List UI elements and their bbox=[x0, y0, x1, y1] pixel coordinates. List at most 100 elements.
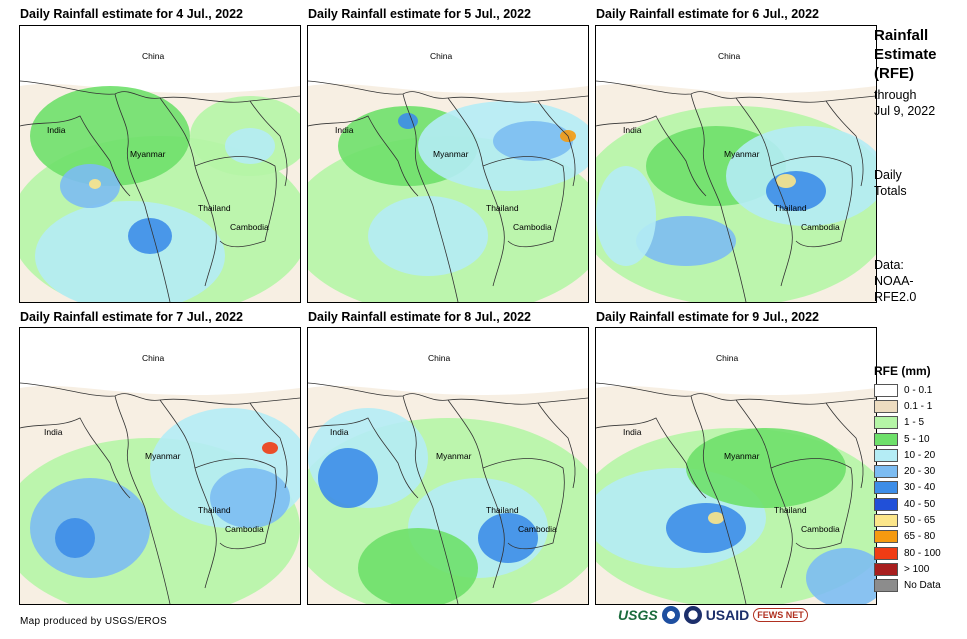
legend-label: 5 - 10 bbox=[904, 433, 930, 445]
rainfall-cell bbox=[262, 442, 278, 454]
rainfall-cell bbox=[636, 216, 736, 266]
country-label-china: China bbox=[718, 51, 741, 61]
legend-swatch bbox=[874, 399, 898, 413]
rainfall-cell bbox=[776, 174, 796, 188]
country-border bbox=[308, 115, 419, 197]
legend-label: 20 - 30 bbox=[904, 466, 936, 478]
legend-item: 50 - 65 bbox=[874, 512, 941, 528]
panel-title-jul5: Daily Rainfall estimate for 5 Jul., 2022 bbox=[308, 7, 532, 21]
country-label-cambodia: Cambodia bbox=[230, 222, 269, 232]
legend-swatch bbox=[874, 448, 898, 462]
noaa-seal-icon bbox=[661, 606, 680, 624]
country-border bbox=[194, 156, 277, 248]
map-credit: Map produced by USGS/EROS bbox=[20, 616, 168, 627]
country-border bbox=[114, 93, 171, 302]
country-border bbox=[735, 399, 793, 589]
legend-swatch bbox=[874, 579, 898, 593]
country-label-china: China bbox=[428, 353, 451, 363]
rainfall-cell bbox=[368, 196, 488, 276]
usaid-seal-icon bbox=[683, 606, 702, 624]
panel-title-jul8: Daily Rainfall estimate for 8 Jul., 2022 bbox=[308, 310, 532, 324]
panel-title-jul4: Daily Rainfall estimate for 4 Jul., 2022 bbox=[20, 7, 244, 21]
rainfall-cell bbox=[89, 179, 101, 189]
country-label-cambodia: Cambodia bbox=[225, 524, 264, 534]
legend-swatch bbox=[874, 530, 898, 544]
country-label-thailand: Thailand bbox=[486, 203, 519, 213]
country-border bbox=[596, 115, 707, 197]
legend-item: 5 - 10 bbox=[874, 431, 941, 447]
rainfall-cell bbox=[128, 218, 172, 254]
data-source-line2: NOAA- bbox=[874, 274, 914, 288]
rainfall-cell bbox=[686, 428, 846, 508]
legend-item: 1 - 5 bbox=[874, 415, 941, 431]
product-title-line1: Rainfall bbox=[874, 27, 929, 44]
country-border bbox=[402, 395, 459, 604]
country-border bbox=[194, 458, 277, 550]
rainfall-map-jul5: China India Myanmar Thailand Cambodia bbox=[307, 25, 589, 303]
legend-item: 30 - 40 bbox=[874, 480, 941, 496]
country-label-china: China bbox=[430, 51, 453, 61]
legend-label: 40 - 50 bbox=[904, 498, 936, 510]
rainfall-cell bbox=[318, 448, 378, 508]
legend-item: > 100 bbox=[874, 561, 941, 577]
legend-title: RFE (mm) bbox=[874, 364, 931, 378]
fews-net-logo: FEWS NET bbox=[753, 608, 808, 622]
legend-item: 0 - 0.1 bbox=[874, 382, 941, 398]
rainfall-field bbox=[20, 80, 300, 302]
agency-logos: USGS USAID FEWS NET bbox=[618, 606, 808, 624]
country-label-china: China bbox=[716, 353, 739, 363]
legend-item: No Data bbox=[874, 578, 941, 594]
country-border bbox=[20, 80, 300, 103]
product-title-line3: (RFE) bbox=[874, 65, 914, 82]
rainfall-cell bbox=[478, 513, 538, 563]
country-border bbox=[447, 399, 505, 589]
legend-item: 65 - 80 bbox=[874, 529, 941, 545]
rainfall-field bbox=[308, 382, 588, 604]
legend-item: 40 - 50 bbox=[874, 496, 941, 512]
legend-swatch bbox=[874, 432, 898, 446]
through-date: through Jul 9, 2022 bbox=[874, 87, 935, 119]
rainfall-cell bbox=[225, 128, 275, 164]
country-label-india: India bbox=[335, 125, 354, 135]
country-border bbox=[159, 399, 217, 589]
rainfall-cell bbox=[806, 548, 876, 604]
legend-swatch bbox=[874, 562, 898, 576]
totals-label: Totals bbox=[874, 184, 907, 198]
country-border bbox=[159, 97, 217, 287]
legend-label: 10 - 20 bbox=[904, 449, 936, 461]
rainfall-map-jul4: China India Myanmar Thailand Cambodia bbox=[19, 25, 301, 303]
legend-item: 20 - 30 bbox=[874, 463, 941, 479]
legend-item: 80 - 100 bbox=[874, 545, 941, 561]
country-label-myanmar: Myanmar bbox=[433, 149, 469, 159]
legend-item: 0.1 - 1 bbox=[874, 398, 941, 414]
rainfall-cell bbox=[210, 468, 290, 528]
rainfall-cell bbox=[596, 166, 656, 266]
country-border bbox=[770, 156, 853, 248]
country-label-china: China bbox=[142, 353, 165, 363]
country-label-thailand: Thailand bbox=[486, 505, 519, 515]
country-label-thailand: Thailand bbox=[774, 505, 807, 515]
country-border bbox=[20, 417, 131, 499]
country-label-myanmar: Myanmar bbox=[130, 149, 166, 159]
rainfall-field bbox=[596, 80, 876, 302]
legend-label: 1 - 5 bbox=[904, 417, 925, 429]
country-border bbox=[482, 156, 565, 248]
legend-swatch bbox=[874, 497, 898, 511]
country-border bbox=[249, 402, 288, 489]
country-border bbox=[114, 395, 171, 604]
country-label-cambodia: Cambodia bbox=[801, 524, 840, 534]
panel-title-jul7: Daily Rainfall estimate for 7 Jul., 2022 bbox=[20, 310, 244, 324]
rainfall-map-jul7: China India Myanmar Thailand Cambodia bbox=[19, 327, 301, 605]
data-source-line3: RFE2.0 bbox=[874, 290, 917, 304]
rainfall-cell bbox=[708, 512, 724, 524]
rainfall-map-jul9: China India Myanmar Thailand Cambodia bbox=[595, 327, 877, 605]
legend-swatch bbox=[874, 514, 898, 528]
rainfall-cell bbox=[35, 201, 225, 302]
rainfall-field bbox=[20, 382, 300, 604]
through-value: Jul 9, 2022 bbox=[874, 104, 936, 118]
legend-swatch bbox=[874, 383, 898, 397]
legend-label: 80 - 100 bbox=[904, 547, 941, 559]
country-border bbox=[482, 458, 565, 550]
country-label-india: India bbox=[44, 427, 63, 437]
country-label-china: China bbox=[142, 51, 165, 61]
